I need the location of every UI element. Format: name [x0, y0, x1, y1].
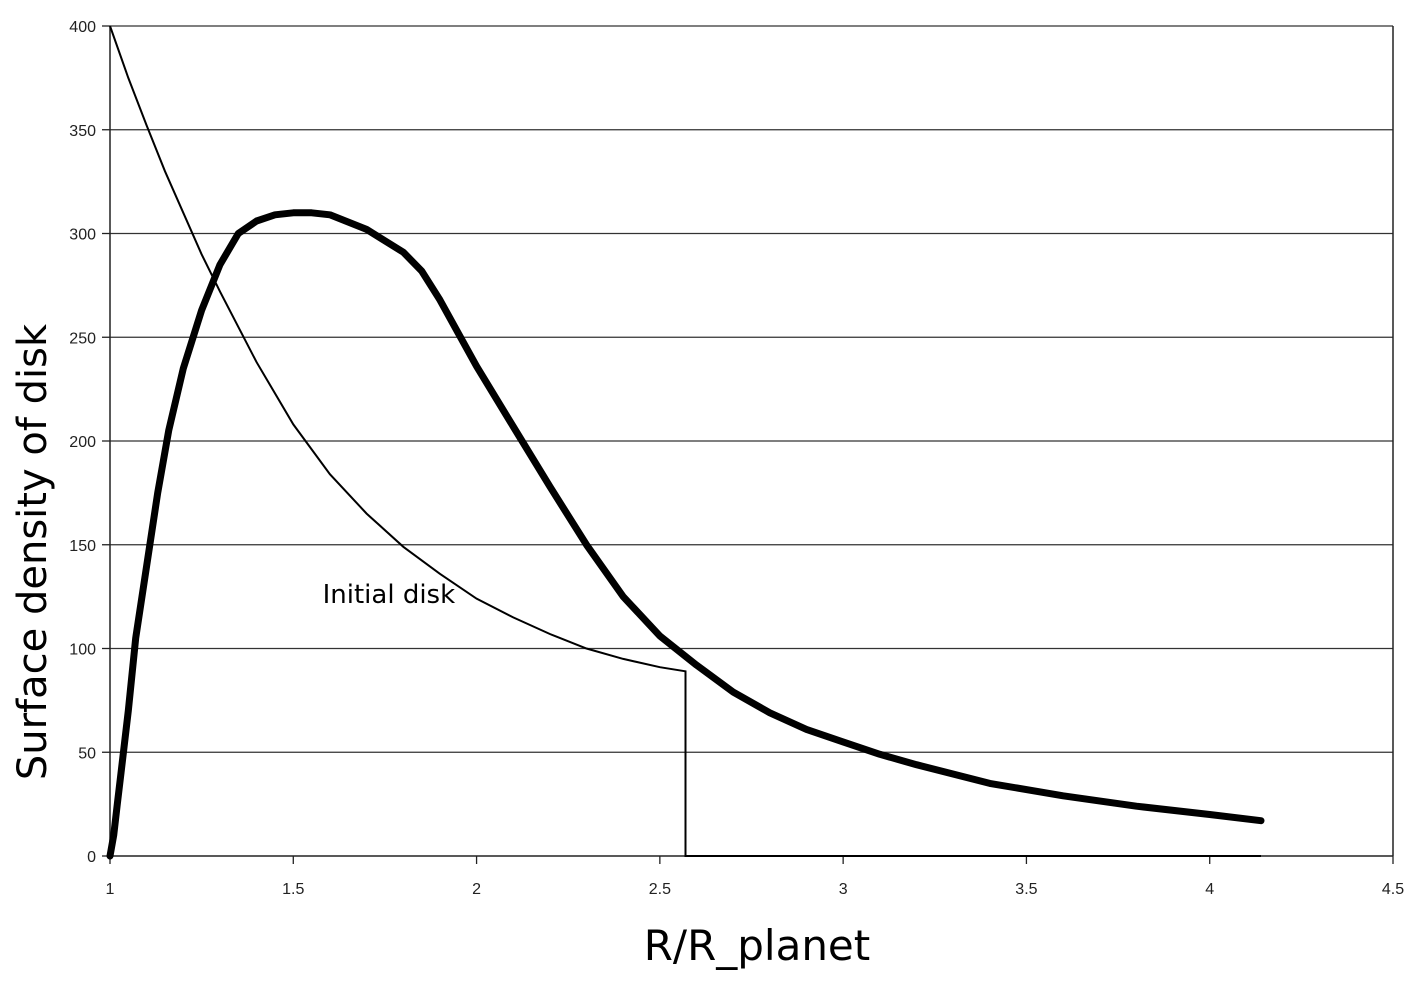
- x-tick-label: 1: [106, 881, 115, 898]
- x-tick-label: 1.5: [282, 881, 304, 898]
- y-tick-label: 200: [69, 434, 96, 451]
- initial-disk-annotation: Initial disk: [323, 580, 456, 610]
- y-tick-label: 350: [69, 123, 96, 140]
- x-tick-label: 3: [839, 881, 848, 898]
- y-tick-label: 50: [78, 745, 96, 762]
- x-tick-label: 3.5: [1015, 881, 1037, 898]
- initial-disk-line: [109, 25, 1261, 857]
- x-tick-label: 4: [1205, 881, 1214, 898]
- y-axis-ticks: 0 50 100 150 200 250 300 350 400: [69, 19, 110, 866]
- y-tick-label: 400: [69, 19, 96, 36]
- x-axis-ticks: 1 1.5 2 2.5 3 3.5 4 4.5: [106, 856, 1404, 898]
- x-tick-label: 4.5: [1382, 881, 1404, 898]
- series-group: [106, 25, 1265, 860]
- x-tick-label: 2: [472, 881, 481, 898]
- evolved-disk-line: [106, 209, 1265, 860]
- y-tick-label: 150: [69, 538, 96, 555]
- y-tick-label: 0: [87, 849, 96, 866]
- y-axis-title: Surface density of disk: [10, 323, 56, 780]
- y-tick-label: 100: [69, 642, 96, 659]
- x-axis-title: R/R_planet: [644, 921, 871, 970]
- gridlines: [110, 25, 1393, 753]
- y-tick-label: 250: [69, 330, 96, 347]
- x-tick-label: 2.5: [649, 881, 671, 898]
- y-tick-label: 300: [69, 227, 96, 244]
